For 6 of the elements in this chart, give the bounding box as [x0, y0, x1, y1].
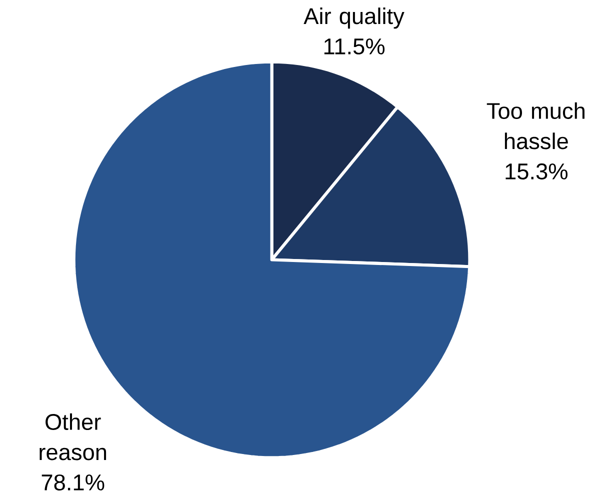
- slice-label: Other reason: [40, 413, 106, 460]
- slice-label: Air quality: [304, 8, 404, 29]
- data-label: 78.1%: [42, 474, 104, 490]
- slice-label: Too much hassle: [486, 102, 584, 150]
- data-label: 15.3%: [506, 163, 568, 180]
- data-label: 11.5%: [324, 38, 385, 54]
